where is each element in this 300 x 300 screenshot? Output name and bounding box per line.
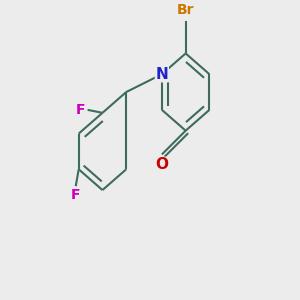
- Text: Br: Br: [177, 3, 194, 17]
- Text: F: F: [71, 188, 80, 202]
- Text: N: N: [155, 67, 168, 82]
- Text: F: F: [75, 103, 85, 117]
- Text: O: O: [155, 158, 168, 172]
